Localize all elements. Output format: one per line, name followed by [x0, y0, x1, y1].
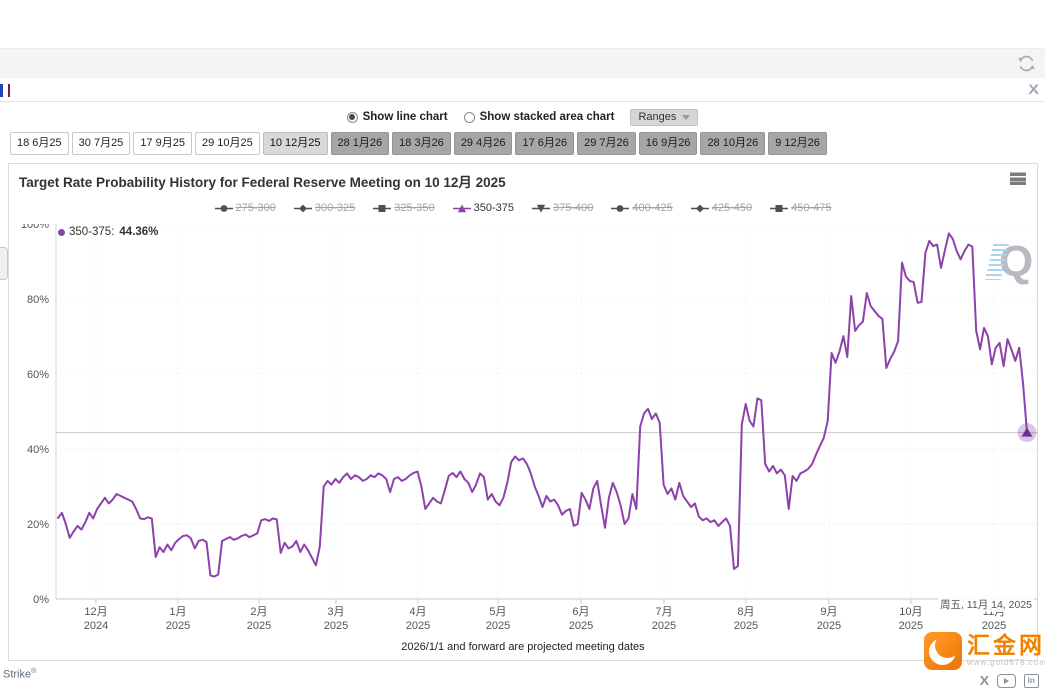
diamond-marker-icon [293, 204, 312, 212]
chart-menu-icon[interactable] [1010, 172, 1026, 185]
meeting-tab[interactable]: 28 1月26 [330, 132, 390, 155]
registered-mark: ® [31, 668, 37, 675]
legend-item-400-425[interactable]: 400-425 [611, 202, 673, 214]
strike-label: Strike® [3, 668, 36, 681]
legend-item-350-375[interactable]: 350-375 [452, 202, 514, 214]
chevron-down-icon [682, 114, 691, 120]
svg-text:10月: 10月 [899, 606, 922, 618]
svg-text:2025: 2025 [166, 620, 190, 632]
svg-text:2025: 2025 [406, 620, 430, 632]
chart-legend: 275-300 300-325 325-350 350-375 375-400 400-4… [9, 202, 1037, 214]
meeting-date-tabs: 18 6月25 30 7月25 17 9月25 29 10月25 10 12月25 28 … [10, 132, 827, 155]
brand-url: www.gold678.com [967, 658, 1045, 667]
svg-text:2025: 2025 [324, 620, 348, 632]
crosshair-date-label: 周五, 11月 14, 2025 [937, 597, 1034, 612]
svg-text:2025: 2025 [569, 620, 593, 632]
clipped-element [0, 84, 10, 97]
brand-name: 汇金网 [967, 632, 1045, 658]
ranges-dropdown[interactable]: Ranges [630, 108, 699, 126]
tooltip-series-label: 350-375: [69, 226, 115, 238]
svg-text:2025: 2025 [652, 620, 676, 632]
chart-title: Target Rate Probability History for Fede… [19, 175, 506, 190]
svg-text:7月: 7月 [655, 606, 672, 618]
huijin-logo-icon [924, 632, 962, 670]
meeting-tab[interactable]: 30 7月25 [71, 132, 131, 155]
legend-item-450-475[interactable]: 450-475 [770, 202, 832, 214]
svg-text:100%: 100% [21, 224, 49, 231]
meeting-tab[interactable]: 29 7月26 [577, 132, 636, 155]
svg-text:60%: 60% [27, 369, 49, 381]
triangle-marker-icon [452, 204, 471, 212]
plot-area[interactable]: 0% 20% 40% 60% 80% 100% 12月 2024 1月 2025 2月 2025 3月 2… [11, 224, 1040, 636]
svg-text:2025: 2025 [817, 620, 841, 632]
svg-text:2025: 2025 [899, 620, 923, 632]
radio-stacked-area-chart[interactable]: Show stacked area chart [463, 111, 615, 123]
svg-text:2025: 2025 [734, 620, 758, 632]
svg-text:0%: 0% [33, 594, 49, 606]
svg-text:6月: 6月 [572, 606, 589, 618]
radio-line-button[interactable] [346, 111, 358, 123]
toolbar-strip [0, 48, 1045, 79]
tooltip-value: 44.36% [119, 226, 159, 238]
svg-text:3月: 3月 [327, 606, 344, 618]
svg-text:20%: 20% [27, 519, 49, 531]
meeting-tab[interactable]: 28 10月26 [700, 132, 766, 155]
svg-text:12月: 12月 [84, 606, 107, 618]
square-marker-icon [770, 204, 789, 212]
secondary-bar: X [0, 78, 1045, 102]
svg-text:2月: 2月 [250, 606, 267, 618]
huijin-logo[interactable]: 汇金网 www.gold678.com [924, 632, 1045, 670]
svg-text:9月: 9月 [820, 606, 837, 618]
svg-text:5月: 5月 [489, 606, 506, 618]
youtube-icon[interactable] [996, 673, 1016, 688]
tooltip-series-dot [58, 228, 65, 236]
social-icons: X in [980, 673, 1039, 688]
circle-marker-icon [611, 204, 630, 212]
svg-text:2024: 2024 [84, 620, 108, 632]
chart-type-controls: Show line chart Show stacked area chart … [0, 104, 1045, 130]
x-social-icon[interactable]: X [979, 673, 990, 688]
meeting-tab[interactable]: 29 10月25 [194, 132, 260, 155]
circle-marker-icon [214, 204, 233, 212]
svg-text:80%: 80% [27, 294, 49, 306]
svg-text:2025: 2025 [982, 620, 1006, 632]
refresh-icon[interactable] [1017, 55, 1037, 73]
ranges-label: Ranges [638, 111, 677, 123]
legend-item-300-325[interactable]: 300-325 [293, 202, 355, 214]
svg-text:8月: 8月 [737, 606, 754, 618]
svg-text:40%: 40% [27, 444, 49, 456]
side-panel-handle[interactable] [0, 247, 8, 280]
chart-caption: 2026/1/1 and forward are projected meeti… [401, 641, 645, 653]
strike-text: Strike [3, 668, 32, 681]
meeting-tab[interactable]: 16 9月26 [638, 132, 698, 155]
square-marker-icon [373, 204, 392, 212]
linkedin-icon[interactable]: in [1023, 673, 1039, 688]
meeting-tab[interactable]: 29 4月26 [453, 132, 513, 155]
radio-area-button[interactable] [463, 111, 475, 123]
close-icon[interactable]: X [1027, 81, 1039, 97]
svg-text:1月: 1月 [169, 606, 186, 618]
legend-item-275-300[interactable]: 275-300 [214, 202, 276, 214]
meeting-tab[interactable]: 17 9月25 [133, 132, 192, 155]
meeting-tab[interactable]: 9 12月26 [768, 132, 827, 155]
legend-item-425-450[interactable]: 425-450 [690, 202, 752, 214]
meeting-tab[interactable]: 18 3月26 [392, 132, 451, 155]
meeting-tab[interactable]: 17 6月26 [515, 132, 575, 155]
chart-tooltip: 350-375: 44.36% [58, 226, 158, 238]
radio-line-chart[interactable]: Show line chart [346, 111, 448, 123]
legend-item-375-400[interactable]: 375-400 [532, 202, 593, 214]
chart-card: Target Rate Probability History for Fede… [8, 163, 1038, 661]
svg-text:4月: 4月 [409, 606, 426, 618]
svg-text:2025: 2025 [486, 620, 510, 632]
diamond-marker-icon [690, 204, 709, 212]
meeting-tab-selected[interactable]: 10 12月25 [262, 132, 328, 155]
radio-area-label: Show stacked area chart [479, 111, 615, 123]
meeting-tab[interactable]: 18 6月25 [10, 132, 69, 155]
triangle-down-marker-icon [532, 204, 550, 212]
radio-line-label: Show line chart [362, 111, 448, 123]
svg-text:2025: 2025 [247, 620, 271, 632]
legend-item-325-350[interactable]: 325-350 [373, 202, 435, 214]
